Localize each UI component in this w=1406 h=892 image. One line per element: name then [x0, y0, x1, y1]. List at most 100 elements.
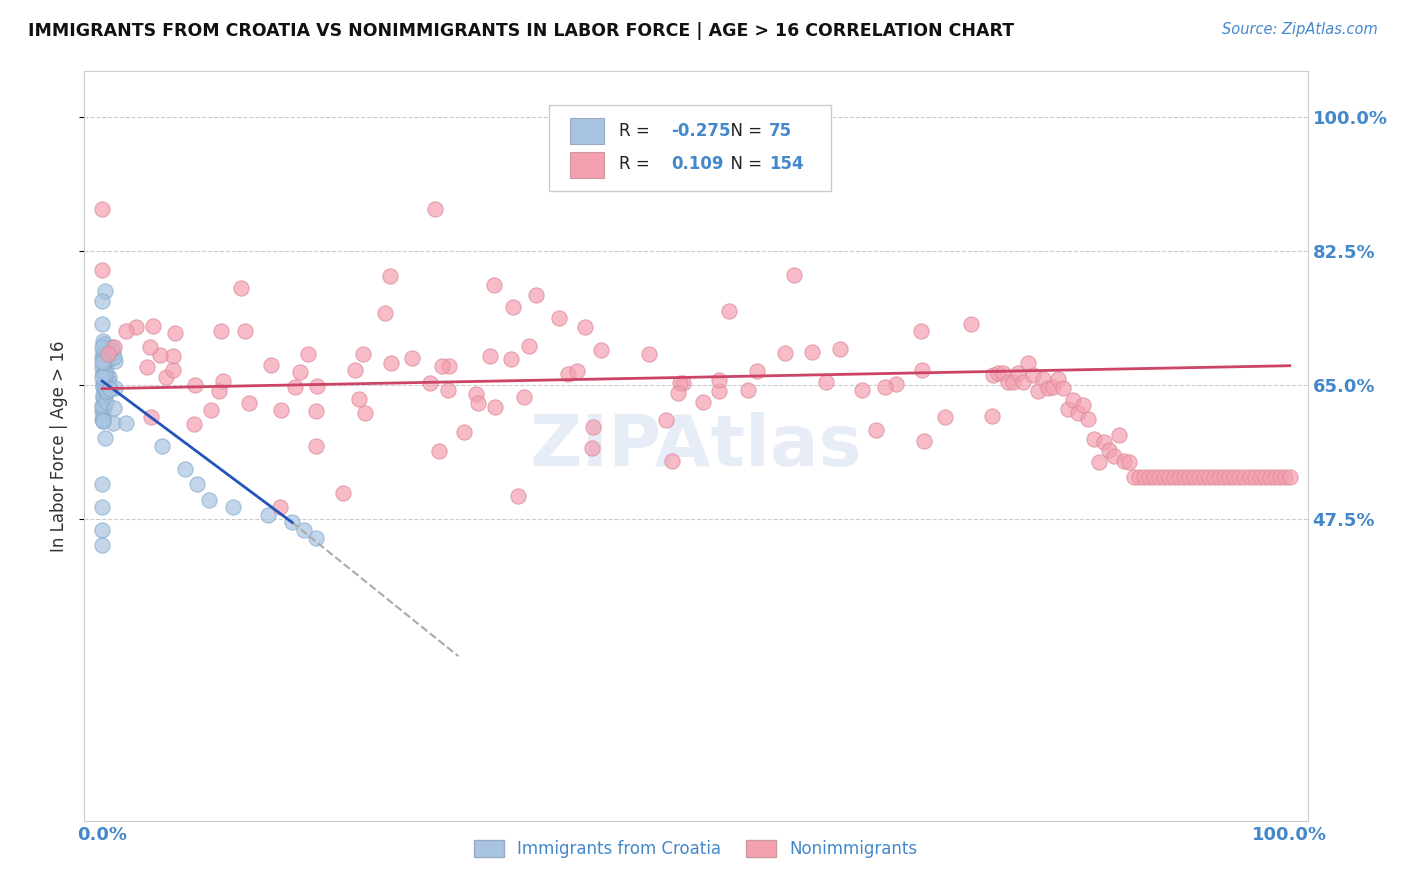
Point — [1026, 384, 1049, 398]
Point — [91, 391, 114, 405]
Point — [174, 462, 197, 476]
Point — [1243, 469, 1265, 483]
Point — [1128, 469, 1150, 483]
Text: 0.109: 0.109 — [672, 155, 724, 173]
Point — [672, 376, 695, 391]
Point — [1022, 368, 1045, 383]
Point — [94, 366, 117, 380]
Point — [257, 508, 280, 522]
Point — [91, 334, 114, 348]
Point — [484, 400, 506, 414]
Point — [582, 420, 605, 434]
Point — [1038, 381, 1060, 395]
Point — [91, 317, 114, 331]
Point — [374, 306, 396, 320]
Point — [1017, 356, 1039, 370]
Point — [1087, 455, 1109, 469]
Point — [991, 366, 1014, 380]
Point — [91, 293, 114, 308]
Point — [1198, 469, 1220, 483]
Point — [1274, 469, 1296, 483]
Point — [101, 340, 124, 354]
Point — [1168, 469, 1191, 483]
Point — [91, 412, 114, 426]
Point — [93, 385, 115, 400]
Point — [91, 376, 114, 390]
Point — [526, 288, 548, 302]
Point — [1047, 371, 1070, 385]
Point — [270, 403, 292, 417]
Y-axis label: In Labor Force | Age > 16: In Labor Force | Age > 16 — [51, 340, 69, 552]
Point — [91, 340, 114, 354]
Point — [1157, 469, 1180, 483]
Point — [814, 375, 837, 389]
Point — [1007, 367, 1029, 381]
Text: R =: R = — [619, 121, 655, 139]
Point — [910, 325, 932, 339]
Point — [1112, 454, 1135, 468]
Point — [934, 410, 956, 425]
Point — [91, 500, 114, 515]
Point — [209, 324, 232, 338]
Point — [661, 454, 683, 468]
Point — [557, 368, 579, 382]
Point — [419, 376, 441, 391]
Point — [288, 365, 311, 379]
Point — [115, 324, 138, 338]
Point — [93, 388, 115, 402]
Point — [91, 404, 114, 418]
Point — [91, 477, 114, 491]
Point — [96, 384, 118, 398]
Point — [149, 348, 172, 362]
Point — [548, 311, 571, 326]
Point — [981, 368, 1004, 383]
Point — [200, 403, 222, 417]
Point — [997, 375, 1019, 389]
Point — [91, 355, 114, 369]
Point — [401, 351, 423, 365]
Text: N =: N = — [720, 121, 762, 139]
Point — [96, 395, 118, 409]
Point — [1239, 469, 1261, 483]
Point — [305, 531, 328, 545]
Point — [91, 538, 114, 552]
Point — [1092, 435, 1115, 450]
Point — [1137, 469, 1160, 483]
Point — [638, 347, 661, 361]
Point — [513, 390, 536, 404]
Point — [91, 350, 114, 364]
Point — [186, 477, 208, 491]
Point — [1213, 469, 1236, 483]
Point — [184, 377, 207, 392]
Point — [865, 423, 887, 437]
Point — [97, 379, 120, 393]
Point — [517, 339, 540, 353]
Point — [94, 431, 117, 445]
Point — [198, 492, 221, 507]
Point — [211, 375, 233, 389]
Point — [1062, 393, 1084, 408]
Point — [1001, 376, 1024, 390]
Point — [1012, 376, 1035, 390]
Text: -0.275: -0.275 — [672, 121, 731, 139]
Point — [1253, 469, 1275, 483]
Point — [91, 410, 114, 425]
Point — [669, 376, 692, 391]
Point — [332, 485, 354, 500]
Point — [103, 340, 125, 354]
Point — [1204, 469, 1226, 483]
Point — [94, 384, 117, 399]
Point — [801, 345, 824, 359]
Point — [718, 304, 741, 318]
Point — [1233, 469, 1256, 483]
Point — [987, 367, 1010, 381]
Point — [589, 343, 612, 357]
Point — [980, 409, 1002, 423]
Point — [1178, 469, 1201, 483]
Point — [692, 394, 714, 409]
Point — [737, 383, 759, 397]
Point — [135, 359, 157, 374]
Point — [93, 365, 115, 379]
Text: N =: N = — [720, 155, 762, 173]
Point — [281, 516, 304, 530]
